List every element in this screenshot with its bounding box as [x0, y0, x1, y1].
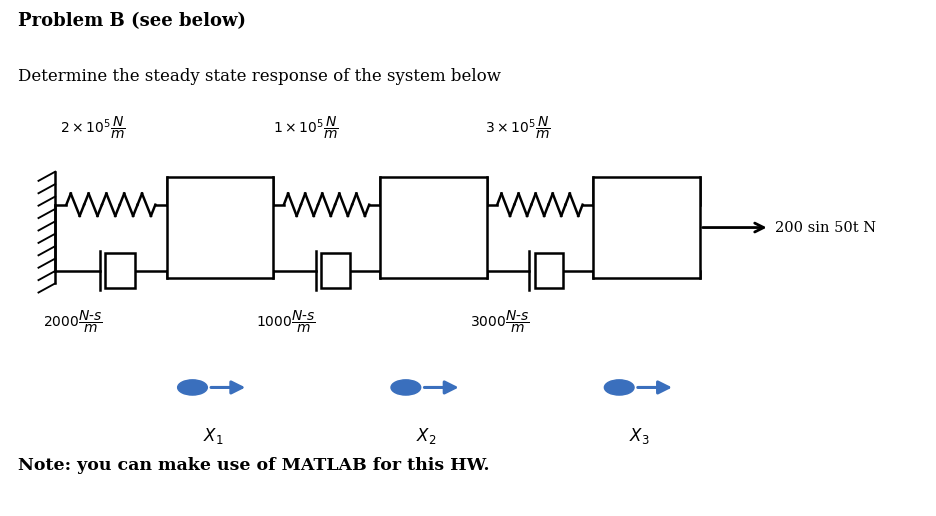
Text: $X_2$: $X_2$: [417, 426, 436, 445]
Text: $X_1$: $X_1$: [203, 426, 223, 445]
Bar: [105, 253, 136, 288]
Bar: [380, 177, 487, 278]
Bar: [321, 253, 350, 288]
Text: 30 kg: 30 kg: [625, 220, 668, 235]
Text: 30 kg: 30 kg: [198, 220, 241, 235]
Text: Determine the steady state response of the system below: Determine the steady state response of t…: [18, 68, 501, 85]
Text: $X_3$: $X_3$: [629, 426, 650, 445]
Text: 200 sin 50t N: 200 sin 50t N: [775, 220, 876, 235]
Text: $2 \times 10^5 \dfrac{N}{m}$: $2 \times 10^5 \dfrac{N}{m}$: [60, 115, 125, 141]
Text: Problem B (see below): Problem B (see below): [18, 12, 246, 30]
Ellipse shape: [178, 380, 208, 395]
Bar: [593, 177, 700, 278]
Text: 60 kg: 60 kg: [412, 220, 455, 235]
Ellipse shape: [391, 380, 420, 395]
Text: $1000 \dfrac{N \text{-} s}{m}$: $1000 \dfrac{N \text{-} s}{m}$: [256, 309, 316, 335]
Text: $3000 \dfrac{N \text{-} s}{m}$: $3000 \dfrac{N \text{-} s}{m}$: [470, 309, 530, 335]
Bar: [534, 253, 563, 288]
Text: $2000 \dfrac{N \text{-} s}{m}$: $2000 \dfrac{N \text{-} s}{m}$: [43, 309, 103, 335]
Ellipse shape: [605, 380, 634, 395]
Text: $1 \times 10^5 \dfrac{N}{m}$: $1 \times 10^5 \dfrac{N}{m}$: [273, 115, 339, 141]
Text: $3 \times 10^5 \dfrac{N}{m}$: $3 \times 10^5 \dfrac{N}{m}$: [485, 115, 550, 141]
Bar: [167, 177, 273, 278]
Text: Note: you can make use of MATLAB for this HW.: Note: you can make use of MATLAB for thi…: [18, 457, 490, 474]
